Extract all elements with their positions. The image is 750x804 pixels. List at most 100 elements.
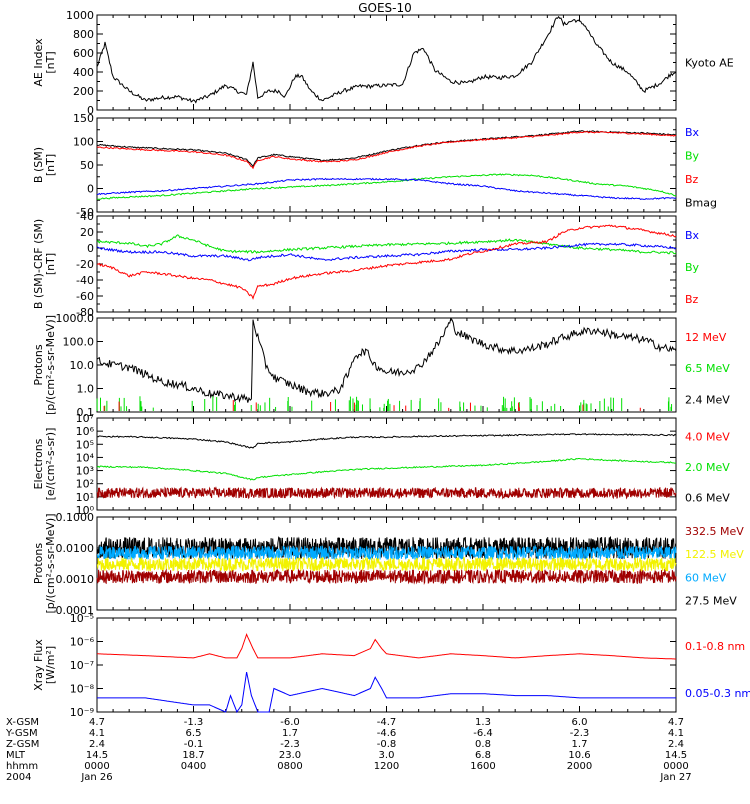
series-line <box>96 486 677 500</box>
series-line <box>96 555 677 573</box>
series-line <box>97 224 677 300</box>
legend-label: 332.5 MeV <box>685 525 744 538</box>
x-axis-value: 1.7 <box>572 739 588 750</box>
plot-title: GOES-10 <box>358 1 412 15</box>
y-axis-label: AE Index <box>32 38 45 87</box>
y-tick-label: 400 <box>73 66 94 79</box>
x-axis-value: 2.4 <box>668 739 684 750</box>
x-axis-value: Jan 26 <box>80 772 112 783</box>
x-axis-value: 18.7 <box>182 750 204 761</box>
x-axis-value: -6.4 <box>473 728 493 739</box>
x-axis-value: 4.1 <box>668 728 684 739</box>
x-axis-value: 23.0 <box>279 750 301 761</box>
panel-frame <box>96 215 677 313</box>
y-tick-label: 20 <box>80 226 94 239</box>
y-tick-label: -80 <box>76 306 94 319</box>
y-tick-label: 1.0 <box>77 383 95 396</box>
x-axis-value: -4.7 <box>377 717 397 728</box>
legend-label: 122.5 MeV <box>685 548 744 561</box>
y-tick-label: 0.0001 <box>56 604 95 617</box>
y-axis-label: Protons <box>32 543 45 584</box>
y-tick-label: 100 <box>73 136 94 149</box>
y-tick-label: 1000 <box>66 9 94 22</box>
y-tick-label: -60 <box>76 290 94 303</box>
y-tick-label: 600 <box>73 47 94 60</box>
series-line <box>97 130 677 168</box>
y-tick-label: 0.0100 <box>56 542 95 555</box>
series-line <box>96 568 677 585</box>
x-axis-row-label: Y-GSM <box>5 728 38 739</box>
x-axis-row-label: MLT <box>6 750 26 761</box>
y-axis-label: [nT] <box>44 51 57 73</box>
x-axis-value: -0.1 <box>184 739 204 750</box>
x-axis-row-label: 2004 <box>6 772 31 783</box>
y-tick-label: 10⁻⁷ <box>70 659 94 672</box>
panel-frame <box>96 317 677 413</box>
y-tick-label: 0 <box>87 104 94 117</box>
legend-label: 60 MeV <box>685 571 727 584</box>
series-line <box>96 242 677 262</box>
y-axis-label: [p/(cm²-s-sr-MeV)] <box>44 514 57 614</box>
y-tick-label: 800 <box>73 28 94 41</box>
y-axis-label: [e/(cm²-s-sr)] <box>44 428 57 501</box>
legend-label: 12 MeV <box>685 331 727 344</box>
x-axis-value: 1200 <box>374 761 399 772</box>
panel-frame <box>96 14 677 111</box>
x-axis-value: 6.0 <box>572 717 588 728</box>
x-axis-value: -2.3 <box>570 728 590 739</box>
x-axis-value: 0000 <box>663 761 688 772</box>
x-axis-value: -0.8 <box>377 739 397 750</box>
x-axis-value: 4.1 <box>89 728 105 739</box>
y-tick-label: 40 <box>80 210 94 223</box>
series-line <box>96 432 677 449</box>
y-tick-label: 150 <box>73 112 94 125</box>
legend-label: Kyoto AE <box>685 57 734 70</box>
series-line <box>96 173 677 200</box>
series-line <box>96 544 677 561</box>
x-axis-value: 1600 <box>470 761 495 772</box>
x-axis-value: 4.7 <box>89 717 105 728</box>
series-line <box>96 177 677 200</box>
y-tick-label: 100.0 <box>63 336 95 349</box>
y-tick-label: 10⁶ <box>76 425 95 438</box>
legend-label: Bx <box>685 229 700 242</box>
y-axis-label: [nT] <box>44 253 57 275</box>
x-axis-value: 0000 <box>84 761 109 772</box>
series-line <box>96 131 677 170</box>
x-axis-value: -1.3 <box>184 717 204 728</box>
y-axis-label: Electrons <box>32 438 45 489</box>
x-axis-value: 0800 <box>277 761 302 772</box>
legend-label: Bmag <box>685 197 717 210</box>
legend-label: Bz <box>685 173 699 186</box>
y-tick-label: 0 <box>87 183 94 196</box>
series-line <box>97 671 676 714</box>
y-tick-label: -20 <box>76 258 94 271</box>
x-axis-row-label: X-GSM <box>6 717 39 728</box>
x-axis-value: 2.4 <box>89 739 105 750</box>
x-axis-value: 14.5 <box>665 750 687 761</box>
y-tick-label: 200 <box>73 85 94 98</box>
legend-label: By <box>685 150 700 163</box>
x-axis-value: Jan 27 <box>659 772 691 783</box>
y-tick-label: 10⁻⁵ <box>70 612 94 625</box>
y-tick-label: -40 <box>76 274 94 287</box>
x-axis-value: -2.3 <box>280 739 300 750</box>
legend-label: 2.4 MeV <box>685 393 730 406</box>
x-axis-value: 6.8 <box>475 750 491 761</box>
y-tick-label: 0.0010 <box>56 573 95 586</box>
y-tick-label: 1000.0 <box>56 312 95 325</box>
y-tick-label: 10² <box>76 478 94 491</box>
x-axis-row-label: Z-GSM <box>6 739 39 750</box>
x-axis-value: 14.5 <box>86 750 108 761</box>
legend-label: Bx <box>685 126 700 139</box>
x-axis-value: 3.0 <box>379 750 395 761</box>
y-tick-label: 10⁷ <box>76 412 94 425</box>
y-tick-label: 10.0 <box>70 359 95 372</box>
x-axis-value: 10.6 <box>568 750 590 761</box>
y-tick-label: 10⁻⁹ <box>70 706 94 719</box>
x-axis-value: 6.5 <box>186 728 202 739</box>
legend-label: 6.5 MeV <box>685 362 730 375</box>
series-line <box>96 15 677 104</box>
x-axis-value: -4.6 <box>377 728 397 739</box>
